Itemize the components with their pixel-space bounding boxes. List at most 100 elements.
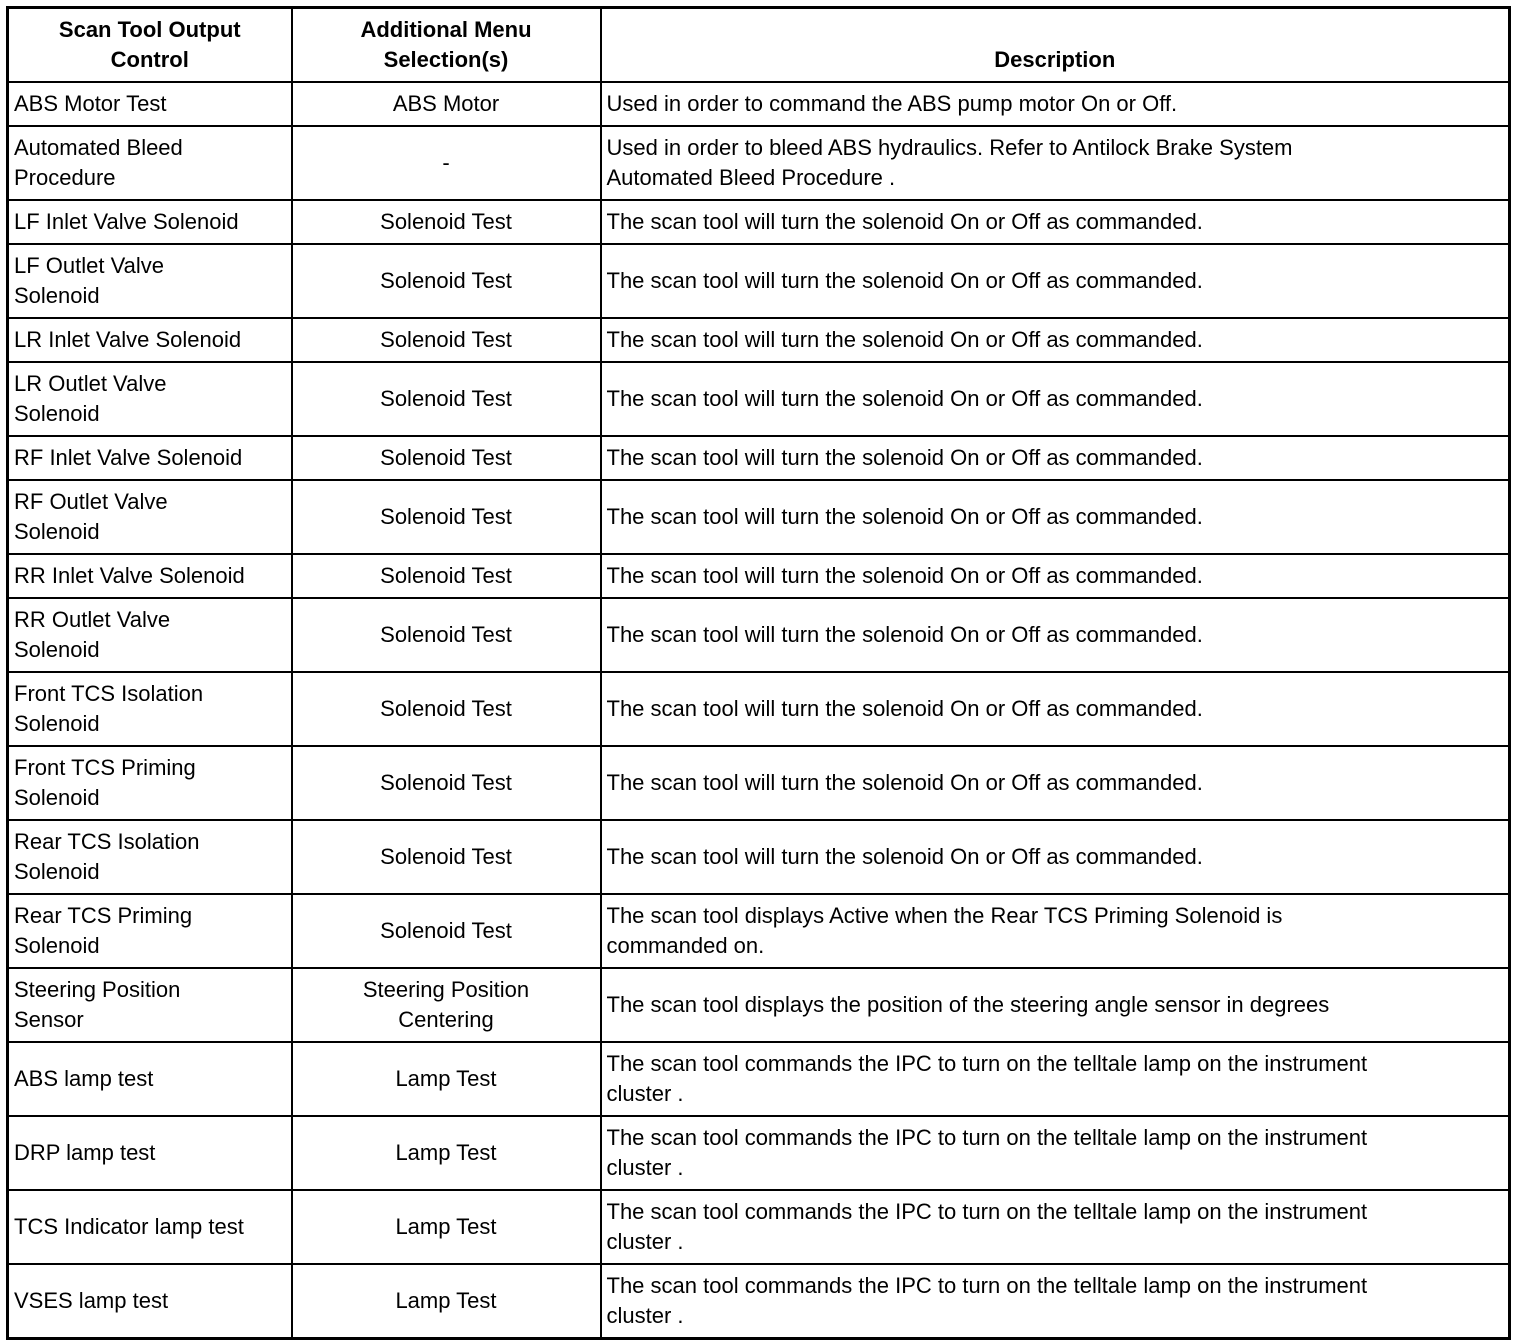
cell-text-line: ABS Motor Test	[14, 91, 167, 116]
cell-text-line: The scan tool will turn the solenoid On …	[606, 327, 1203, 352]
table-row: VSES lamp test Lamp Test The scan tool com…	[6, 1263, 1511, 1340]
cell-description: Used in order to command the ABS pump mo…	[599, 81, 1511, 127]
cell-text-line: cluster .	[606, 1229, 684, 1254]
cell-text-line: cluster .	[606, 1155, 684, 1180]
cell-description: The scan tool commands the IPC to turn o…	[599, 1115, 1511, 1191]
cell-text-line: Additional Menu	[360, 17, 532, 42]
table-row: ABS lamp test Lamp Test The scan tool comm…	[6, 1041, 1511, 1117]
cell-text-line: Scan Tool Output	[58, 17, 241, 42]
cell-control: RF Outlet Valve Solenoid	[6, 479, 293, 555]
cell-menu: Solenoid Test	[290, 597, 602, 673]
cell-description: Used in order to bleed ABS hydraulics. R…	[599, 125, 1511, 201]
cell-text-line: Solenoid Test	[380, 622, 512, 647]
cell-control: ABS lamp test	[6, 1041, 293, 1117]
cell-description: The scan tool will turn the solenoid On …	[599, 671, 1511, 747]
cell-text-line: The scan tool commands the IPC to turn o…	[606, 1199, 1368, 1224]
cell-description: The scan tool commands the IPC to turn o…	[599, 1189, 1511, 1265]
cell-text-line: Rear TCS Isolation	[14, 829, 200, 854]
table-row: RR Outlet Valve Solenoid Solenoid Test The …	[6, 597, 1511, 673]
table-row: RF Outlet Valve Solenoid Solenoid Test The …	[6, 479, 1511, 555]
cell-text-line: Solenoid Test	[380, 445, 512, 470]
cell-text-line: The scan tool commands the IPC to turn o…	[606, 1125, 1368, 1150]
table-row: RR Inlet Valve Solenoid Solenoid Test The …	[6, 553, 1511, 599]
cell-menu: Solenoid Test	[290, 745, 602, 821]
table-row: ABS Motor Test ABS Motor Used in order to …	[6, 81, 1511, 127]
cell-menu: Solenoid Test	[290, 199, 602, 245]
cell-control: LR Outlet Valve Solenoid	[6, 361, 293, 437]
cell-menu: Lamp Test	[290, 1115, 602, 1191]
cell-text-line: Lamp Test	[395, 1214, 497, 1239]
cell-description: The scan tool will turn the solenoid On …	[599, 435, 1511, 481]
cell-control: Automated Bleed Procedure	[6, 125, 293, 201]
cell-text-line: Used in order to bleed ABS hydraulics. R…	[606, 135, 1293, 160]
cell-description: The scan tool will turn the solenoid On …	[599, 317, 1511, 363]
cell-description: The scan tool will turn the solenoid On …	[599, 553, 1511, 599]
cell-control: DRP lamp test	[6, 1115, 293, 1191]
cell-text-line: Solenoid Test	[380, 770, 512, 795]
cell-text-line: The scan tool displays Active when the R…	[606, 903, 1283, 928]
cell-text-line: Used in order to command the ABS pump mo…	[606, 91, 1178, 116]
cell-text-line: Steering Position	[14, 977, 181, 1002]
cell-text-line: Sensor	[14, 1007, 84, 1032]
cell-menu: Lamp Test	[290, 1041, 602, 1117]
table-row: DRP lamp test Lamp Test The scan tool comm…	[6, 1115, 1511, 1191]
cell-menu: Steering Position Centering	[290, 967, 602, 1043]
table-row: LF Outlet Valve Solenoid Solenoid Test The …	[6, 243, 1511, 319]
cell-text-line: Automated Bleed Procedure .	[606, 165, 896, 190]
cell-text-line: cluster .	[606, 1081, 684, 1106]
cell-text-line: Solenoid	[14, 711, 100, 736]
cell-text-line: -	[442, 150, 450, 175]
cell-text-line: The scan tool will turn the solenoid On …	[606, 268, 1203, 293]
cell-text-line: RF Inlet Valve Solenoid	[14, 445, 243, 470]
cell-menu: Solenoid Test	[290, 671, 602, 747]
cell-description: The scan tool displays the position of t…	[599, 967, 1511, 1043]
cell-control: Front TCS Isolation Solenoid	[6, 671, 293, 747]
cell-control: LF Inlet Valve Solenoid	[6, 199, 293, 245]
cell-control: VSES lamp test	[6, 1263, 293, 1340]
table-row: Steering Position Sensor Steering Position…	[6, 967, 1511, 1043]
cell-text-line: The scan tool commands the IPC to turn o…	[606, 1051, 1368, 1076]
cell-text-line: Steering Position	[362, 977, 530, 1002]
cell-text-line: Control	[110, 47, 189, 72]
table-body: ABS Motor Test ABS Motor Used in order to …	[6, 81, 1511, 1340]
cell-control: RR Inlet Valve Solenoid	[6, 553, 293, 599]
cell-text-line: Procedure	[14, 165, 116, 190]
cell-menu: Solenoid Test	[290, 893, 602, 969]
cell-menu: Solenoid Test	[290, 479, 602, 555]
cell-text-line: Solenoid Test	[380, 844, 512, 869]
cell-text-line: RR Inlet Valve Solenoid	[14, 563, 245, 588]
cell-menu: Solenoid Test	[290, 819, 602, 895]
cell-description: The scan tool will turn the solenoid On …	[599, 597, 1511, 673]
cell-text-line: The scan tool will turn the solenoid On …	[606, 770, 1203, 795]
cell-control: RF Inlet Valve Solenoid	[6, 435, 293, 481]
cell-text-line: The scan tool will turn the solenoid On …	[606, 445, 1203, 470]
cell-text-line: Solenoid	[14, 519, 100, 544]
cell-description: The scan tool will turn the solenoid On …	[599, 479, 1511, 555]
cell-description: The scan tool commands the IPC to turn o…	[599, 1041, 1511, 1117]
cell-text-line: ABS Motor	[392, 91, 500, 116]
cell-text-line: LF Outlet Valve	[14, 253, 164, 278]
header-row: Scan Tool Output Control Additional Menu S…	[6, 6, 1511, 83]
cell-menu: Lamp Test	[290, 1263, 602, 1340]
cell-text-line: LR Inlet Valve Solenoid	[14, 327, 242, 352]
cell-text-line: TCS Indicator lamp test	[14, 1214, 244, 1239]
cell-text-line: The scan tool will turn the solenoid On …	[606, 622, 1203, 647]
header-menu: Additional Menu Selection(s)	[290, 6, 602, 83]
cell-text-line: Solenoid Test	[380, 209, 512, 234]
cell-menu: Solenoid Test	[290, 243, 602, 319]
cell-control: Rear TCS Isolation Solenoid	[6, 819, 293, 895]
cell-text-line: Solenoid Test	[380, 327, 512, 352]
cell-control: Rear TCS Priming Solenoid	[6, 893, 293, 969]
cell-text-line: Solenoid	[14, 933, 100, 958]
cell-text-line: Selection(s)	[383, 47, 509, 72]
table-row: LF Inlet Valve Solenoid Solenoid Test The …	[6, 199, 1511, 245]
table-row: Rear TCS Isolation Solenoid Solenoid Test T…	[6, 819, 1511, 895]
cell-text-line: RF Outlet Valve	[14, 489, 168, 514]
cell-text-line: The scan tool will turn the solenoid On …	[606, 563, 1203, 588]
cell-control: TCS Indicator lamp test	[6, 1189, 293, 1265]
cell-description: The scan tool commands the IPC to turn o…	[599, 1263, 1511, 1340]
cell-text-line: commanded on.	[606, 933, 765, 958]
cell-menu: ABS Motor	[290, 81, 602, 127]
cell-text-line: Front TCS Isolation	[14, 681, 204, 706]
cell-text-line: Solenoid	[14, 283, 100, 308]
